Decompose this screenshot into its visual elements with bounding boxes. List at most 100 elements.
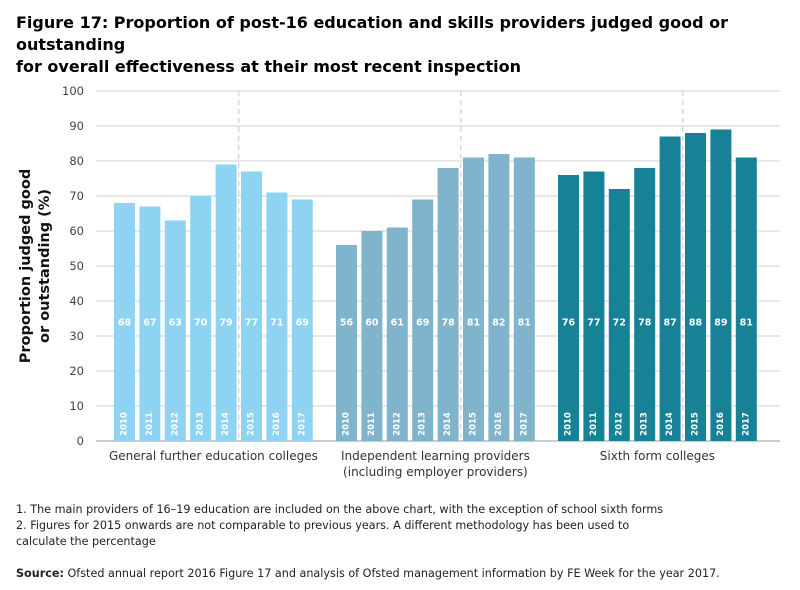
bar-value-label: 69: [296, 318, 309, 329]
bar-value-label: 67: [143, 318, 156, 329]
bar-category-label: 2015: [247, 412, 257, 436]
bar: [558, 175, 579, 441]
bar-category-label: 2011: [367, 412, 377, 436]
bar-category-label: 2017: [741, 412, 751, 436]
note-1: 1. The main providers of 16–19 education…: [16, 503, 664, 516]
bar-category-label: 2012: [614, 412, 624, 436]
y-tick-label: 10: [69, 399, 84, 413]
bar-category-label: 2017: [297, 412, 307, 436]
bar: [164, 220, 186, 441]
bar: [583, 171, 605, 441]
bar-value-label: 81: [518, 318, 531, 329]
bar-value-label: 72: [613, 318, 626, 329]
chart-notes: 1. The main providers of 16–19 education…: [16, 502, 786, 550]
bar: [685, 133, 706, 441]
bar-value-label: 56: [340, 318, 354, 329]
bar-category-label: 2017: [519, 412, 529, 436]
source-text: Ofsted annual report 2016 Figure 17 and …: [63, 567, 720, 580]
bar-category-label: 2016: [272, 412, 282, 436]
bar-category-label: 2011: [145, 412, 155, 436]
bar-category-label: 2016: [716, 412, 726, 436]
bar-value-label: 71: [270, 318, 283, 329]
bar: [139, 206, 161, 441]
bar: [386, 227, 408, 441]
bar-value-label: 77: [587, 318, 600, 329]
bar-value-label: 69: [416, 318, 429, 329]
bar-value-label: 60: [365, 318, 379, 329]
y-tick-label: 100: [62, 84, 84, 98]
bar: [634, 168, 656, 441]
bar-category-label: 2016: [494, 412, 504, 436]
y-tick-label: 40: [69, 294, 84, 308]
bar: [266, 192, 288, 441]
bar: [241, 171, 262, 441]
bar-category-label: 2013: [640, 412, 650, 436]
bar-category-label: 2012: [392, 412, 402, 436]
bar-value-label: 81: [740, 318, 753, 329]
bar: [735, 157, 757, 441]
bar-category-label: 2010: [342, 412, 352, 436]
bar-value-label: 77: [245, 318, 258, 329]
bar: [114, 203, 135, 441]
bar: [412, 199, 434, 441]
group-label: Independent learning providers: [341, 449, 530, 463]
y-axis-label: or outstanding (%): [37, 189, 53, 343]
bar-category-label: 2013: [418, 412, 428, 436]
group-label: Sixth form colleges: [600, 449, 715, 463]
note-2: 2. Figures for 2015 onwards are not comp…: [16, 519, 630, 532]
bar-value-label: 70: [194, 318, 208, 329]
bar-category-label: 2010: [564, 412, 574, 436]
bar-value-label: 88: [689, 318, 703, 329]
bar-value-label: 68: [118, 318, 132, 329]
bar: [608, 189, 630, 441]
y-tick-label: 60: [69, 224, 84, 238]
bar-chart: 0 10 20 30 40 50 60 70 80 90 100 Proportion judged …: [18, 84, 780, 479]
bar-category-label: 2014: [665, 412, 675, 436]
group-label: (including employer providers): [343, 465, 528, 479]
y-tick-label: 70: [69, 189, 84, 203]
bar: [488, 154, 510, 441]
bar-value-label: 78: [638, 318, 652, 329]
y-tick-label: 20: [69, 364, 84, 378]
bar-value-label: 78: [441, 318, 455, 329]
y-tick-label: 30: [69, 329, 84, 343]
bar: [291, 199, 313, 441]
bar-value-label: 87: [663, 318, 676, 329]
group-label: General further education colleges: [109, 449, 318, 463]
bar-category-label: 2015: [691, 412, 701, 436]
bar-category-label: 2015: [469, 412, 479, 436]
bar: [710, 129, 732, 441]
y-axis-label: Proportion judged good: [18, 169, 34, 363]
bar: [463, 157, 484, 441]
bar-category-label: 2014: [221, 412, 231, 436]
bar: [190, 196, 212, 441]
bar-value-label: 82: [492, 318, 505, 329]
bar-value-label: 76: [562, 318, 576, 329]
bar: [336, 245, 357, 441]
y-tick-label: 90: [69, 119, 84, 133]
bar-value-label: 81: [467, 318, 480, 329]
bar: [659, 136, 681, 441]
bar-value-label: 63: [169, 318, 182, 329]
y-tick-label: 80: [69, 154, 84, 168]
bar-category-label: 2011: [589, 412, 599, 436]
bar-value-label: 89: [714, 318, 727, 329]
bar: [437, 168, 459, 441]
bar-value-label: 61: [391, 318, 404, 329]
source-label: Source:: [16, 567, 64, 580]
source-line: Source: Ofsted annual report 2016 Figure…: [16, 566, 796, 582]
chart-title: Figure 17: Proportion of post-16 educati…: [16, 12, 786, 78]
bar-value-label: 79: [219, 318, 232, 329]
note-2-continued: calculate the percentage: [16, 535, 156, 548]
bar-category-label: 2010: [120, 412, 130, 436]
chart-title-line-1: Figure 17: Proportion of post-16 educati…: [16, 13, 728, 54]
bar: [361, 231, 383, 441]
bar-category-label: 2013: [196, 412, 206, 436]
bar-category-label: 2014: [443, 412, 453, 436]
bar: [215, 164, 237, 441]
y-tick-label: 0: [77, 434, 84, 448]
bar-category-label: 2012: [170, 412, 180, 436]
chart-title-line-2: for overall effectiveness at their most …: [16, 57, 521, 76]
bar: [513, 157, 535, 441]
y-tick-label: 50: [69, 259, 84, 273]
